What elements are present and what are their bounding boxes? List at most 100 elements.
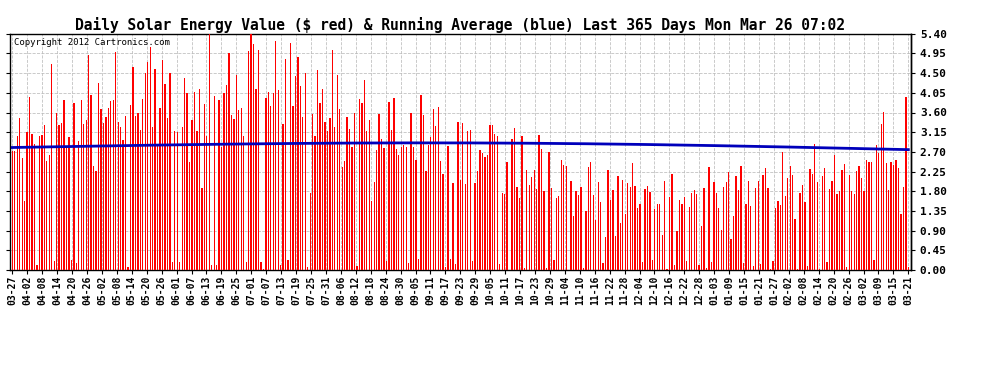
Bar xyxy=(888,190,889,270)
Bar xyxy=(241,108,242,270)
Bar xyxy=(401,147,402,270)
Bar xyxy=(457,122,458,270)
Bar xyxy=(651,260,653,270)
Bar xyxy=(447,146,448,270)
Bar xyxy=(512,139,513,270)
Bar xyxy=(171,262,173,270)
Bar xyxy=(391,129,392,270)
Bar xyxy=(70,260,72,270)
Bar xyxy=(750,206,751,270)
Bar xyxy=(479,150,481,270)
Bar xyxy=(635,186,636,270)
Bar xyxy=(464,184,466,270)
Bar xyxy=(866,160,867,270)
Bar xyxy=(320,103,321,270)
Bar xyxy=(534,170,535,270)
Bar xyxy=(812,174,813,270)
Bar xyxy=(12,151,13,270)
Bar xyxy=(799,194,801,270)
Bar xyxy=(216,265,218,270)
Bar xyxy=(832,182,833,270)
Bar xyxy=(351,147,352,270)
Bar xyxy=(595,220,596,270)
Bar xyxy=(24,201,26,270)
Bar xyxy=(741,166,742,270)
Bar xyxy=(189,162,190,270)
Bar xyxy=(53,261,54,270)
Bar xyxy=(797,269,798,270)
Bar xyxy=(489,125,491,270)
Bar xyxy=(282,123,284,270)
Bar xyxy=(257,50,259,270)
Bar xyxy=(430,137,432,270)
Bar xyxy=(676,231,677,270)
Bar xyxy=(310,192,311,270)
Bar xyxy=(346,117,347,270)
Bar xyxy=(199,89,200,270)
Bar xyxy=(514,128,515,270)
Bar xyxy=(794,219,796,270)
Bar xyxy=(152,126,153,270)
Bar xyxy=(603,262,604,270)
Bar xyxy=(408,263,409,270)
Bar xyxy=(843,164,845,270)
Bar xyxy=(201,188,203,270)
Bar xyxy=(666,269,668,270)
Bar xyxy=(265,98,266,270)
Bar xyxy=(524,268,525,270)
Bar xyxy=(526,170,528,270)
Bar xyxy=(88,55,89,270)
Bar xyxy=(47,162,48,270)
Bar xyxy=(204,104,205,270)
Bar xyxy=(580,187,582,270)
Bar xyxy=(366,130,367,270)
Bar xyxy=(239,110,240,270)
Bar xyxy=(605,237,606,270)
Bar xyxy=(689,207,690,270)
Bar xyxy=(246,262,247,270)
Bar xyxy=(440,162,442,270)
Bar xyxy=(396,148,397,270)
Bar xyxy=(110,101,112,270)
Bar xyxy=(426,171,427,270)
Bar xyxy=(267,92,269,270)
Bar xyxy=(531,177,533,270)
Bar xyxy=(718,208,720,270)
Bar xyxy=(646,186,648,270)
Bar xyxy=(248,51,249,270)
Bar xyxy=(507,162,508,270)
Bar xyxy=(130,105,132,270)
Bar xyxy=(143,99,144,270)
Bar xyxy=(459,180,461,270)
Bar xyxy=(804,202,806,270)
Bar xyxy=(583,268,584,270)
Bar xyxy=(80,100,82,270)
Bar xyxy=(376,150,377,270)
Bar xyxy=(413,147,414,270)
Bar xyxy=(853,194,854,270)
Bar xyxy=(280,265,281,270)
Bar xyxy=(156,144,158,270)
Bar xyxy=(905,97,907,270)
Bar xyxy=(260,262,261,270)
Bar xyxy=(373,182,375,270)
Bar xyxy=(317,70,318,270)
Bar xyxy=(674,266,675,270)
Bar xyxy=(871,162,872,270)
Bar xyxy=(615,236,616,270)
Bar xyxy=(330,118,331,270)
Bar xyxy=(98,83,99,270)
Bar xyxy=(85,120,87,270)
Bar xyxy=(93,166,94,270)
Bar xyxy=(698,265,700,270)
Bar xyxy=(637,208,639,270)
Bar xyxy=(762,175,764,270)
Bar xyxy=(770,269,771,270)
Bar xyxy=(300,86,301,270)
Bar xyxy=(454,264,456,270)
Bar xyxy=(108,108,109,270)
Bar xyxy=(145,74,146,270)
Bar xyxy=(342,167,343,270)
Bar xyxy=(733,216,735,270)
Bar xyxy=(558,196,559,270)
